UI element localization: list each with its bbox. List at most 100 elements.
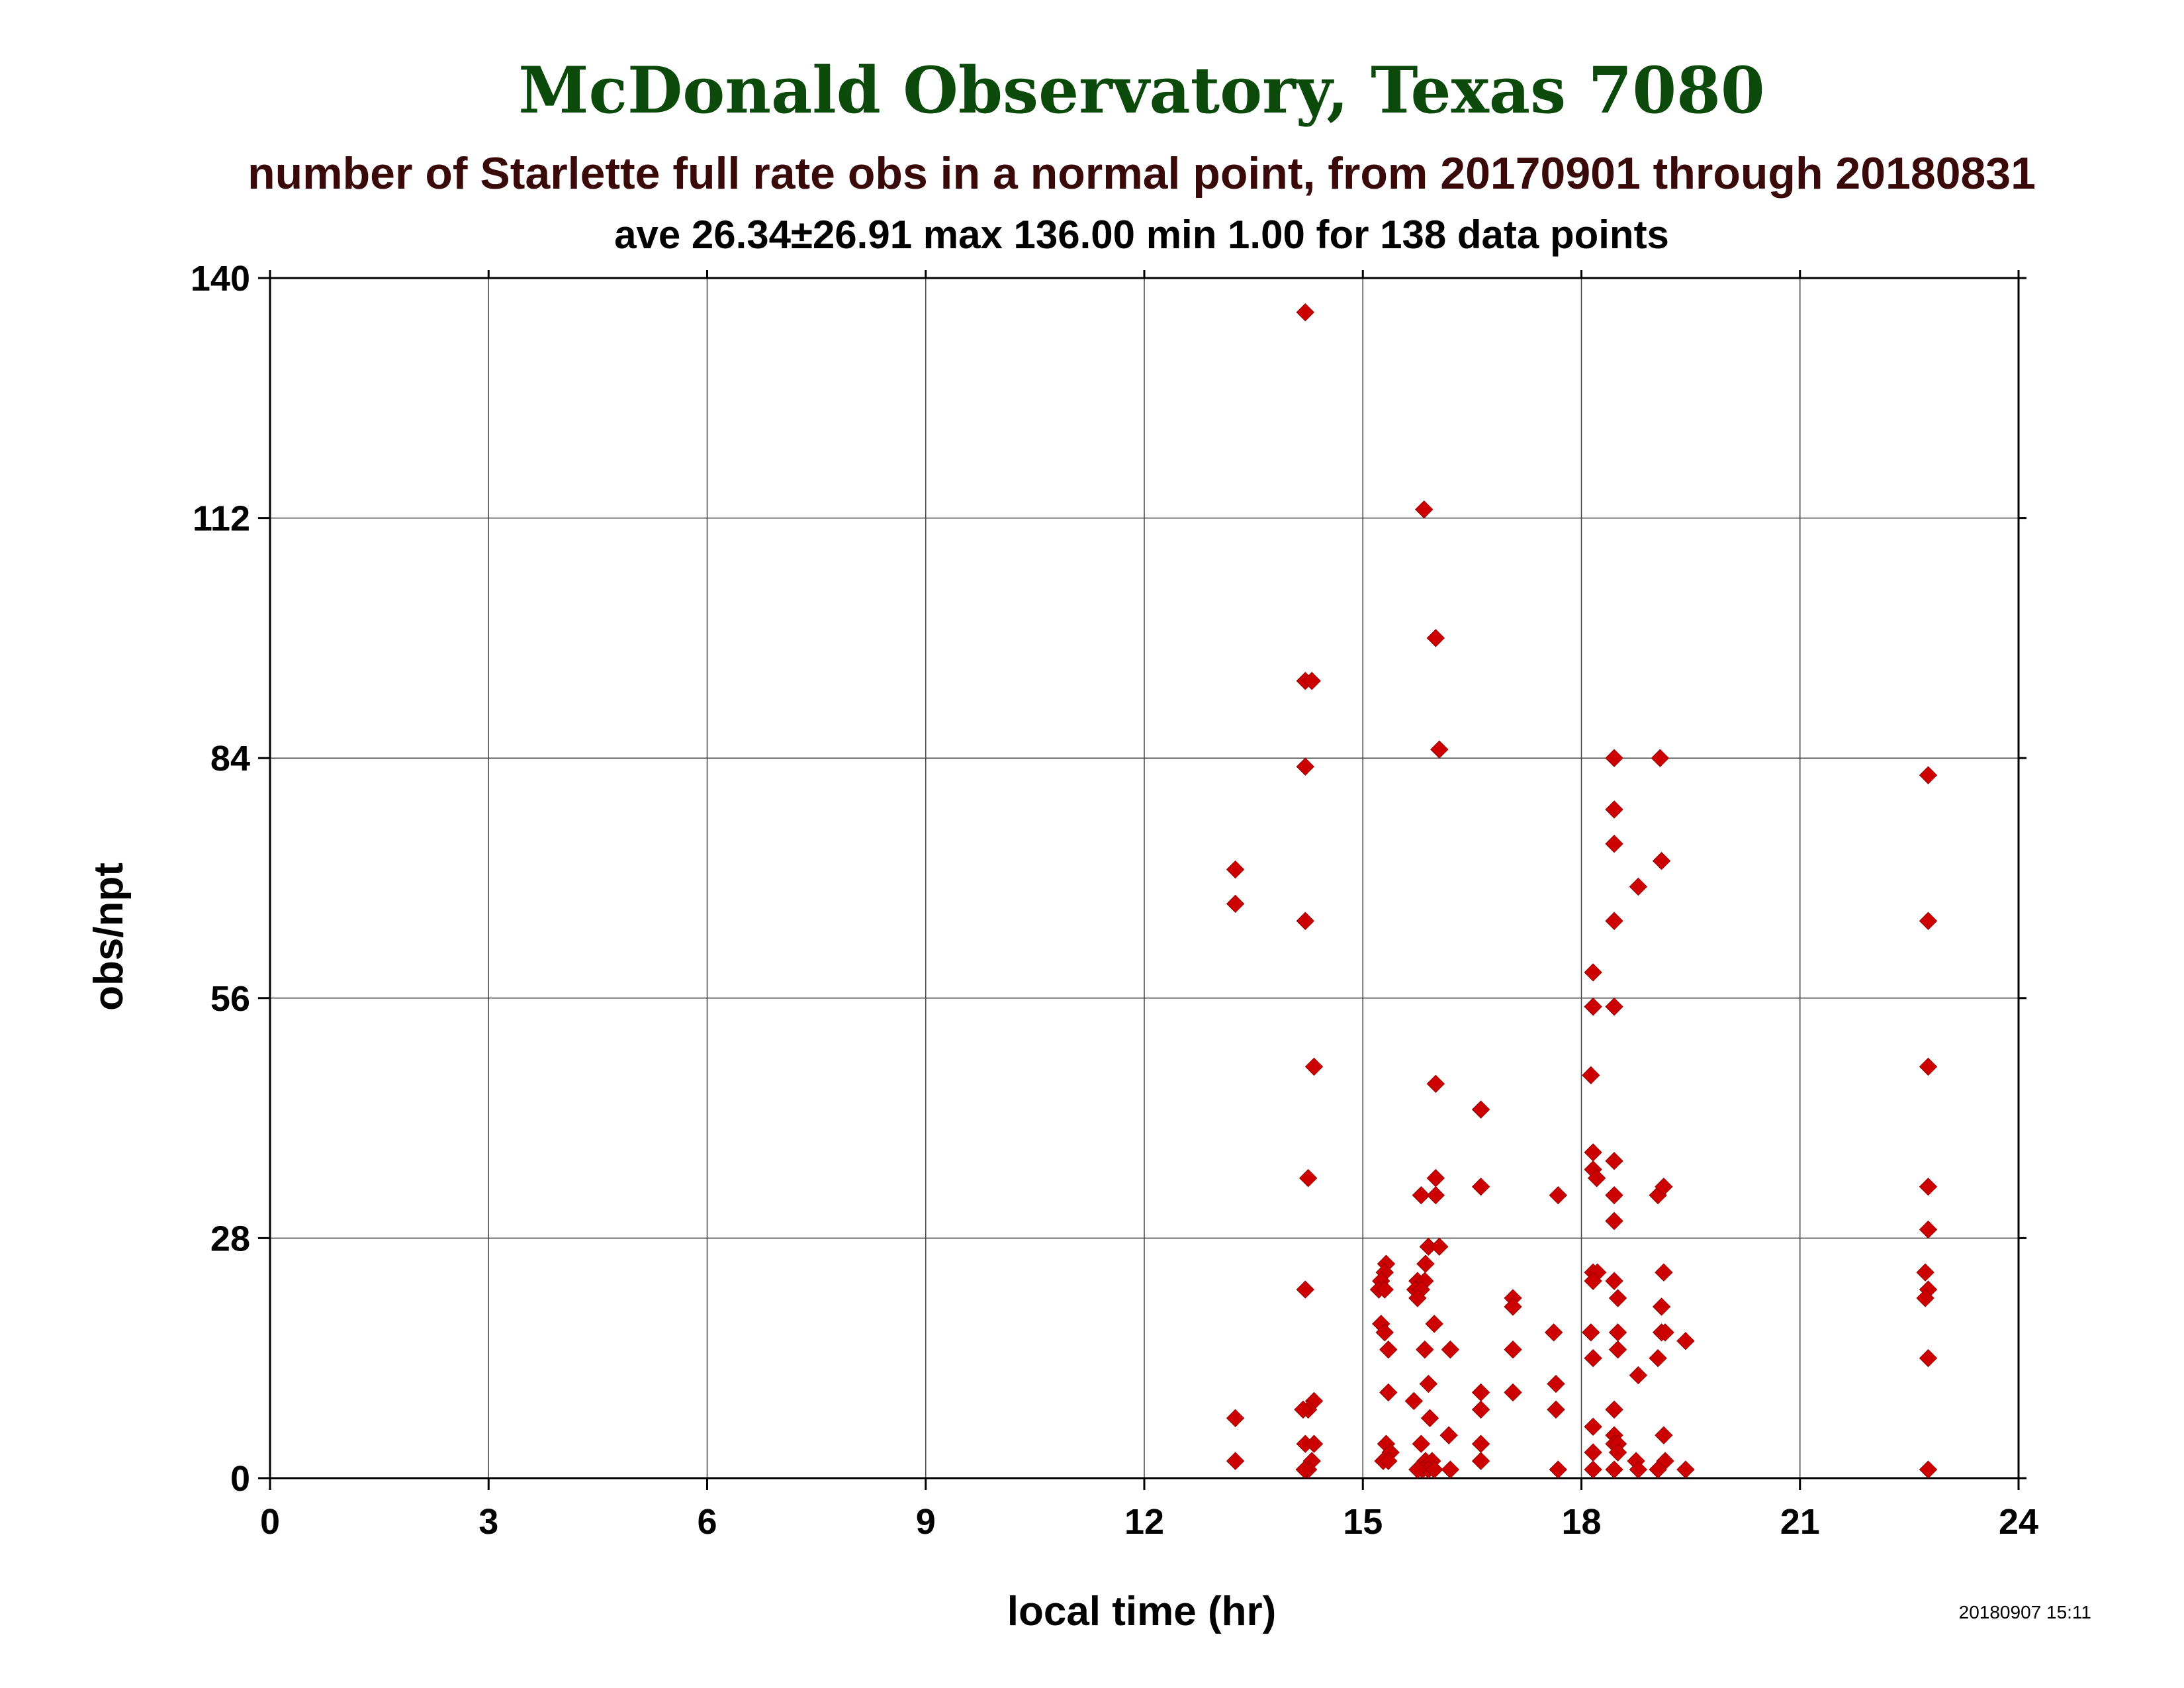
grid bbox=[269, 277, 2019, 1479]
data-point bbox=[1296, 757, 1314, 776]
data-point bbox=[1298, 1169, 1318, 1188]
data-point bbox=[1549, 1186, 1567, 1205]
data-point bbox=[1605, 912, 1623, 930]
data-point bbox=[1296, 1280, 1314, 1299]
data-point bbox=[1471, 1400, 1490, 1419]
data-point bbox=[1919, 1348, 1938, 1368]
x-tick-label: 0 bbox=[260, 1502, 280, 1542]
data-point bbox=[1375, 1323, 1394, 1342]
data-point bbox=[1649, 1460, 1667, 1479]
axis-ticks: 0 3 6 9 12 15 18 21 24 0 28 56 84 112 140 bbox=[191, 259, 2038, 1542]
data-point bbox=[1226, 1452, 1245, 1470]
data-point bbox=[1605, 998, 1623, 1016]
data-point bbox=[1416, 1254, 1435, 1273]
x-tick-label: 9 bbox=[916, 1502, 936, 1542]
data-point bbox=[1471, 1383, 1490, 1402]
data-point bbox=[1504, 1383, 1522, 1402]
data-point bbox=[1296, 912, 1314, 930]
data-point bbox=[1504, 1297, 1522, 1316]
data-point bbox=[1441, 1460, 1460, 1479]
data-point bbox=[1655, 1426, 1673, 1444]
data-point bbox=[1629, 1366, 1648, 1385]
data-point bbox=[1652, 851, 1671, 870]
data-point bbox=[1412, 1186, 1431, 1205]
data-point bbox=[1629, 877, 1648, 896]
data-point bbox=[1656, 1323, 1674, 1342]
data-point bbox=[1584, 963, 1602, 982]
data-point bbox=[1547, 1374, 1565, 1393]
data-point bbox=[1419, 1374, 1438, 1393]
data-point bbox=[1919, 1460, 1938, 1479]
data-point bbox=[1649, 1348, 1667, 1368]
data-point bbox=[1425, 1315, 1443, 1333]
data-point bbox=[1226, 860, 1245, 879]
data-point bbox=[1919, 912, 1938, 930]
x-tick-label: 18 bbox=[1561, 1502, 1601, 1542]
data-point bbox=[1916, 1263, 1934, 1282]
data-point bbox=[1676, 1332, 1695, 1350]
y-tick-label: 0 bbox=[230, 1459, 250, 1499]
data-point bbox=[1304, 1057, 1324, 1076]
x-axis-label: local time (hr) bbox=[1007, 1589, 1277, 1634]
timestamp: 20180907 15:11 bbox=[1959, 1602, 2091, 1622]
chart-subtitle: number of Starlette full rate obs in a n… bbox=[248, 148, 2036, 199]
data-point bbox=[1471, 1434, 1490, 1453]
x-tick-label: 12 bbox=[1124, 1502, 1164, 1542]
data-point bbox=[1420, 1409, 1439, 1428]
data-point bbox=[1605, 1272, 1623, 1290]
data-points bbox=[1226, 303, 1938, 1479]
data-point bbox=[1919, 1220, 1938, 1239]
chart-title: McDonald Observatory, Texas 7080 bbox=[518, 53, 1764, 128]
data-point bbox=[1919, 766, 1938, 784]
data-point bbox=[1919, 1057, 1938, 1076]
data-point bbox=[1605, 749, 1623, 767]
data-point bbox=[1304, 1434, 1324, 1453]
data-point bbox=[1302, 671, 1321, 690]
x-tick-label: 3 bbox=[478, 1502, 498, 1542]
data-point bbox=[1471, 1100, 1490, 1119]
x-tick-label: 15 bbox=[1343, 1502, 1383, 1542]
data-point bbox=[1584, 1460, 1602, 1479]
data-point bbox=[1629, 1460, 1648, 1479]
data-point bbox=[1584, 1348, 1602, 1368]
data-point bbox=[1651, 749, 1670, 767]
data-point bbox=[1916, 1289, 1934, 1307]
data-point bbox=[1584, 1417, 1602, 1436]
data-point bbox=[1426, 1074, 1445, 1094]
data-point bbox=[1605, 800, 1623, 819]
data-point bbox=[1608, 1340, 1627, 1359]
data-point bbox=[1296, 303, 1314, 322]
data-point bbox=[1416, 1340, 1434, 1359]
data-point bbox=[1426, 629, 1445, 647]
y-axis-label: obs/npt bbox=[86, 863, 132, 1011]
data-point bbox=[1605, 1152, 1623, 1170]
data-point bbox=[1605, 1400, 1623, 1419]
data-point bbox=[1582, 1323, 1600, 1342]
data-point bbox=[1605, 834, 1623, 853]
data-point bbox=[1408, 1460, 1427, 1479]
data-point bbox=[1584, 1143, 1602, 1162]
data-point bbox=[1294, 1400, 1312, 1419]
data-point bbox=[1549, 1460, 1567, 1479]
y-tick-label: 140 bbox=[191, 259, 250, 299]
data-point bbox=[1919, 1177, 1938, 1196]
x-tick-label: 6 bbox=[697, 1502, 717, 1542]
chart-stats: ave 26.34±26.91 max 136.00 min 1.00 for … bbox=[614, 212, 1669, 257]
data-point bbox=[1608, 1289, 1627, 1307]
data-point bbox=[1605, 1211, 1623, 1231]
data-point bbox=[1608, 1443, 1627, 1462]
data-point bbox=[1584, 998, 1602, 1016]
data-point bbox=[1652, 1297, 1671, 1316]
data-point bbox=[1375, 1280, 1394, 1299]
data-point bbox=[1471, 1177, 1490, 1196]
y-tick-label: 84 bbox=[210, 739, 250, 778]
data-point bbox=[1295, 1460, 1314, 1479]
data-point bbox=[1584, 1272, 1602, 1290]
data-point bbox=[1544, 1323, 1563, 1342]
data-point bbox=[1379, 1383, 1398, 1402]
data-point bbox=[1404, 1391, 1424, 1411]
data-point bbox=[1412, 1434, 1431, 1453]
data-point bbox=[1226, 894, 1245, 914]
data-point bbox=[1408, 1289, 1427, 1307]
